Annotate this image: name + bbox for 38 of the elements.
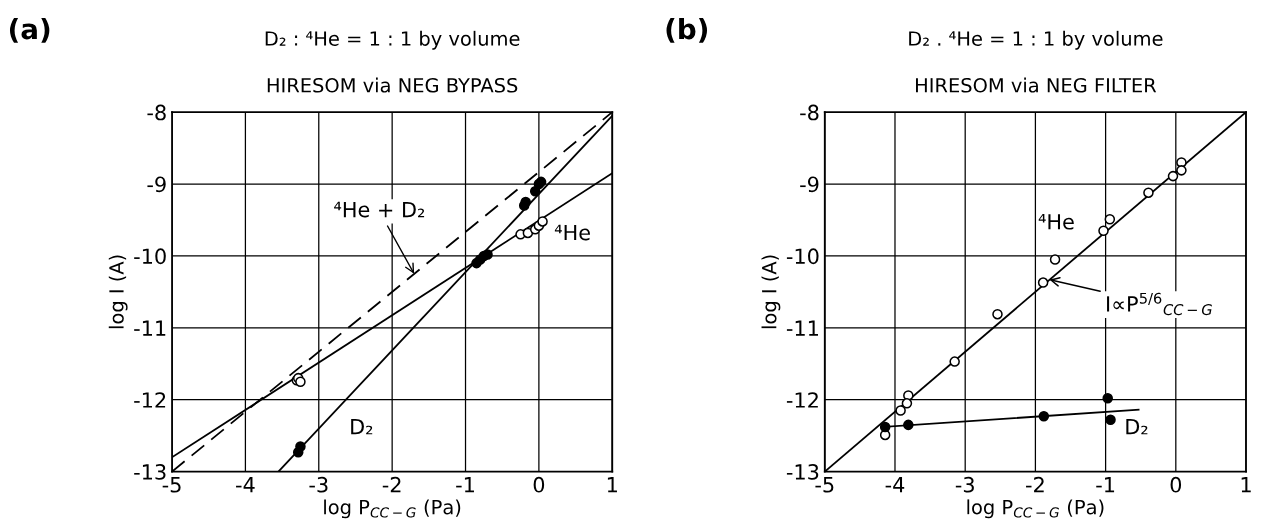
y-tick-label: -12 (134, 392, 166, 408)
x-tick-label: 1 (1241, 477, 1251, 493)
x-tick-label: -1 (456, 477, 474, 493)
x-tick-label: 0 (533, 476, 545, 493)
x-axis-title: log P$_{CC−G}$ (Pa) (967, 499, 1104, 519)
y-tick-label: -9 (147, 176, 166, 193)
x-tick-label: 1 (607, 477, 617, 493)
annotation: ⁴He + D₂ (334, 201, 425, 218)
x-tick-label: -3 (955, 476, 974, 493)
x-tick-label: -3 (309, 476, 328, 493)
y-tick-label: -8 (147, 104, 166, 121)
x-tick-label: -2 (1026, 476, 1044, 493)
y-tick-label: -12 (786, 392, 818, 408)
x-tick-label: -2 (382, 476, 401, 493)
annotation: I∝P$^{5/6}$$_{CC−G}$ (1107, 292, 1212, 316)
y-tick-label: -10 (134, 248, 166, 265)
x-tick-label: -4 (885, 477, 905, 493)
x-tick-label: -1 (1096, 477, 1115, 493)
chart-title: D₂ . ⁴He = 1 : 1 by volume (909, 30, 1163, 50)
chart-title: D₂ : ⁴He = 1 : 1 by volume (265, 30, 520, 50)
chart-subtitle: HIRESOM via NEG BYPASS (267, 77, 518, 93)
y-tick-label: -10 (786, 248, 819, 265)
y-tick-label: -11 (134, 320, 166, 336)
text: (a) (9, 18, 50, 43)
x-tick-label: 0 (1170, 476, 1182, 493)
y-tick-label: -11 (786, 320, 818, 336)
series-label: D₂ (1126, 419, 1148, 435)
series-label: D₂ (351, 419, 373, 435)
chart-subtitle: HIRESOM via NEG FILTER (916, 77, 1157, 93)
x-tick-label: -4 (236, 477, 255, 493)
series-label: ⁴He (1038, 214, 1074, 230)
x-axis-title: log P$_{CC−G}$ (Pa) (324, 499, 461, 519)
y-tick-label: -8 (800, 104, 819, 121)
y-tick-label: -9 (800, 176, 819, 193)
y-axis-title: log I (A) (761, 255, 781, 329)
text: (b) (666, 18, 708, 43)
series-label: ⁴He (554, 224, 590, 241)
y-axis-title: log I (A) (108, 255, 128, 329)
